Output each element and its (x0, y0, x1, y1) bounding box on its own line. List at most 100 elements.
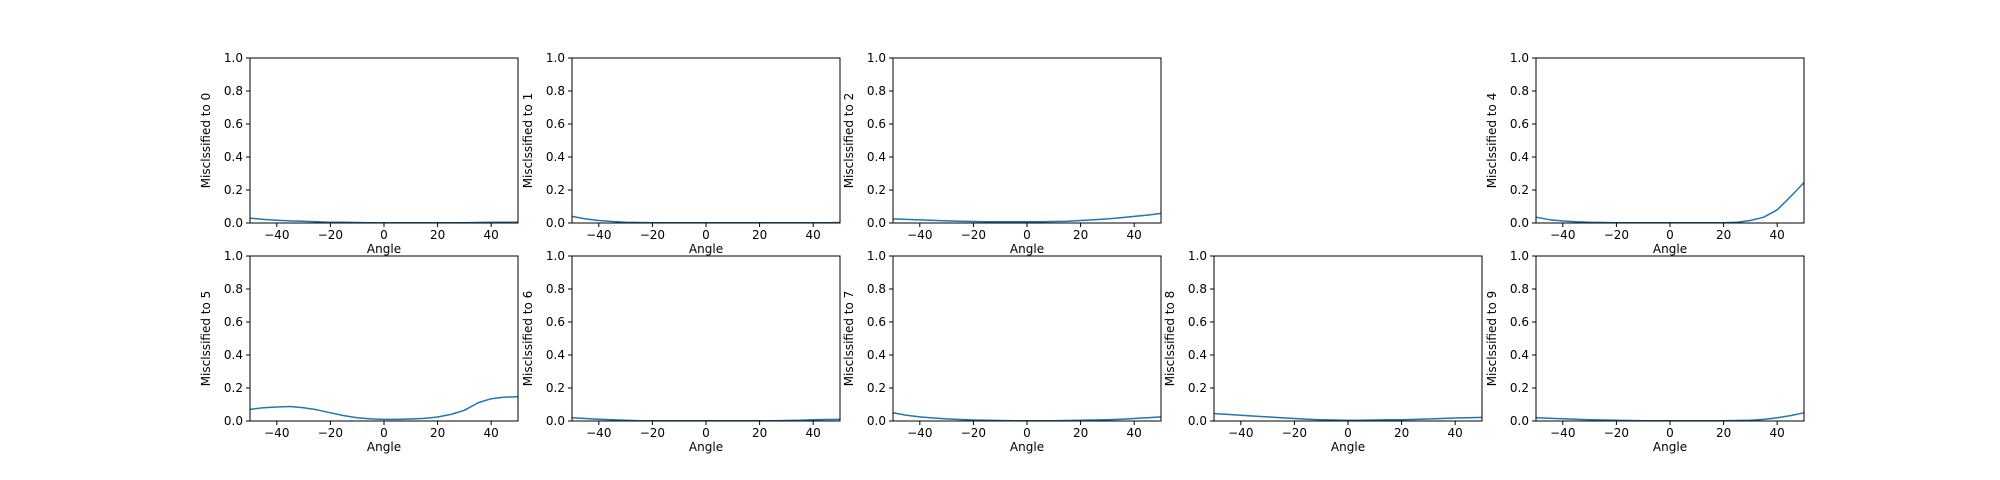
axes-frame (571, 255, 841, 422)
x-tick-label: 40 (1770, 228, 1785, 242)
x-tick-label: 20 (430, 228, 445, 242)
axes-frame (1535, 57, 1805, 224)
x-tick-label: 40 (1127, 228, 1142, 242)
y-tick-label: 0.0 (867, 414, 886, 428)
x-tick-label: −40 (586, 228, 611, 242)
x-tick-label: 20 (1073, 426, 1088, 440)
x-axis-label: Angle (1010, 440, 1044, 454)
y-tick-label: 0.4 (867, 348, 886, 362)
y-tick-label: 1.0 (1510, 51, 1529, 65)
x-tick-label: 20 (1073, 228, 1088, 242)
x-tick-label: −40 (1550, 426, 1575, 440)
y-tick-label: 0.6 (1188, 315, 1207, 329)
x-tick-label: 40 (484, 228, 499, 242)
x-tick-label: 0 (702, 228, 710, 242)
x-tick-label: −40 (264, 228, 289, 242)
x-tick-label: −20 (1282, 426, 1307, 440)
x-tick-label: −40 (1550, 228, 1575, 242)
x-tick-label: 0 (1666, 228, 1674, 242)
series-line (1213, 412, 1483, 421)
y-axis-label: Misclssified to 1 (521, 93, 535, 189)
y-tick-label: 0.4 (1510, 150, 1529, 164)
y-tick-label: 0.6 (867, 117, 886, 131)
y-tick-label: 0.6 (546, 315, 565, 329)
y-tick-label: 0.0 (1510, 414, 1529, 428)
y-tick-label: 0.6 (546, 117, 565, 131)
x-tick-label: 0 (702, 426, 710, 440)
x-tick-label: 20 (1394, 426, 1409, 440)
series-line (249, 217, 519, 224)
y-axis-label: Misclssified to 6 (521, 291, 535, 387)
y-tick-label: 0.6 (867, 315, 886, 329)
x-tick-label: −20 (1604, 426, 1629, 440)
y-tick-label: 1.0 (224, 249, 243, 263)
y-axis-label: Misclssified to 4 (1485, 93, 1499, 189)
y-tick-label: 0.8 (224, 282, 243, 296)
y-tick-label: 1.0 (867, 249, 886, 263)
series-line (571, 215, 841, 224)
subplot: 0.0 0.2 0.4 0.6 0.8 1.0 −40 −20 0 20 40 Angle Miscls… (1485, 51, 1805, 256)
y-tick-label: 0.4 (546, 150, 565, 164)
x-tick-label: 40 (484, 426, 499, 440)
x-tick-label: −20 (640, 228, 665, 242)
x-axis-label: Angle (367, 440, 401, 454)
y-tick-label: 0.0 (867, 216, 886, 230)
x-tick-label: −20 (318, 426, 343, 440)
y-tick-label: 1.0 (1510, 249, 1529, 263)
x-tick-label: 40 (1127, 426, 1142, 440)
y-tick-label: 0.2 (867, 381, 886, 395)
y-tick-label: 0.8 (546, 282, 565, 296)
y-tick-label: 0.4 (1188, 348, 1207, 362)
x-axis-label: Angle (1010, 242, 1044, 256)
y-axis-label: Misclssified to 0 (199, 93, 213, 189)
x-tick-label: 0 (380, 228, 388, 242)
x-tick-label: −20 (961, 426, 986, 440)
axes-frame (249, 255, 519, 422)
axes-frame (892, 255, 1162, 422)
series-line (1535, 412, 1805, 422)
x-tick-label: 40 (806, 426, 821, 440)
y-tick-label: 0.6 (224, 315, 243, 329)
x-tick-label: 40 (1448, 426, 1463, 440)
y-tick-label: 0.8 (867, 282, 886, 296)
x-tick-label: 0 (380, 426, 388, 440)
x-tick-label: 0 (1344, 426, 1352, 440)
y-tick-label: 0.6 (1510, 315, 1529, 329)
y-axis-label: Misclssified to 9 (1485, 291, 1499, 387)
axes-frame (1213, 255, 1483, 422)
x-tick-label: 0 (1023, 228, 1031, 242)
axes-frame (892, 57, 1162, 224)
x-tick-label: 20 (430, 426, 445, 440)
axes-frame (571, 57, 841, 224)
y-tick-label: 0.2 (224, 183, 243, 197)
x-tick-label: 20 (752, 426, 767, 440)
x-axis-label: Angle (1331, 440, 1365, 454)
axes-frame (249, 57, 519, 224)
x-tick-label: 40 (806, 228, 821, 242)
y-axis-label: Misclssified to 8 (1163, 291, 1177, 387)
y-tick-label: 0.0 (546, 414, 565, 428)
x-axis-label: Angle (1653, 440, 1687, 454)
y-tick-label: 0.4 (546, 348, 565, 362)
y-tick-label: 0.0 (1188, 414, 1207, 428)
y-tick-label: 0.4 (1510, 348, 1529, 362)
subplot: 0.0 0.2 0.4 0.6 0.8 1.0 −40 −20 0 20 40 Angle Miscls… (842, 51, 1162, 256)
y-tick-label: 1.0 (224, 51, 243, 65)
y-tick-label: 0.8 (546, 84, 565, 98)
x-tick-label: 20 (752, 228, 767, 242)
y-tick-label: 0.2 (1510, 183, 1529, 197)
x-tick-label: 40 (1770, 426, 1785, 440)
y-tick-label: 0.6 (224, 117, 243, 131)
subplot: 0.0 0.2 0.4 0.6 0.8 1.0 −40 −20 0 20 40 Angle Miscls… (842, 249, 1162, 454)
x-axis-label: Angle (689, 440, 723, 454)
subplot: 0.0 0.2 0.4 0.6 0.8 1.0 −40 −20 0 20 40 Angle Miscls… (521, 249, 841, 454)
x-tick-label: −20 (961, 228, 986, 242)
y-tick-label: 1.0 (546, 51, 565, 65)
subplot: 0.0 0.2 0.4 0.6 0.8 1.0 −40 −20 0 20 40 Angle Miscls… (521, 51, 841, 256)
x-tick-label: −40 (907, 228, 932, 242)
y-tick-label: 1.0 (1188, 249, 1207, 263)
y-tick-label: 0.8 (867, 84, 886, 98)
x-tick-label: −40 (264, 426, 289, 440)
x-axis-label: Angle (1653, 242, 1687, 256)
